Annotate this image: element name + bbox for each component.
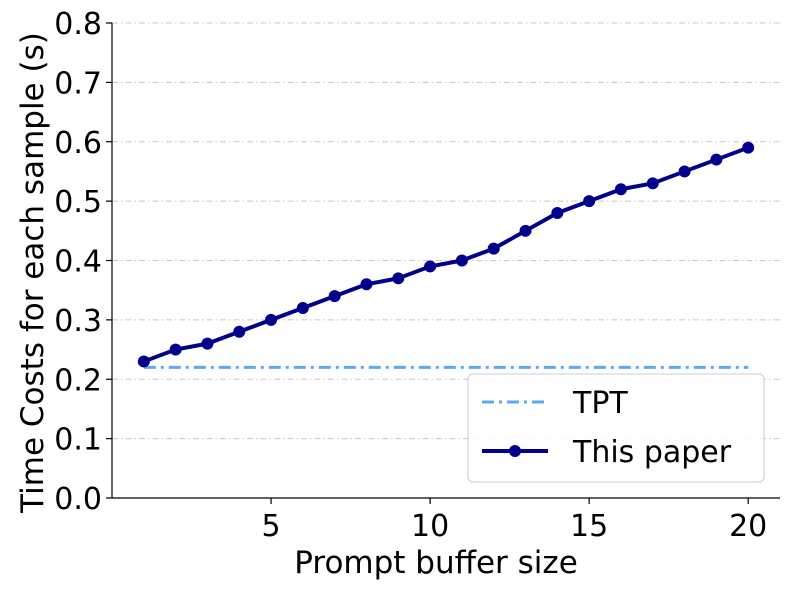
axis-ticks: 0.0 0.1 0.2 0.3 0.4 0.5 0.6 0.7 0.8 5 10 15 20 <box>54 7 767 544</box>
data-point-this-paper <box>360 278 373 291</box>
data-point-this-paper <box>233 325 246 338</box>
legend-label-this-paper: This paper <box>572 435 732 470</box>
data-point-this-paper <box>137 355 150 368</box>
data-point-this-paper <box>487 242 500 255</box>
data-point-this-paper <box>742 141 755 154</box>
y-tick-label: 0.6 <box>54 126 102 161</box>
data-point-this-paper <box>710 153 723 166</box>
x-axis-title: Prompt buffer size <box>294 545 578 581</box>
data-point-this-paper <box>392 272 405 285</box>
y-tick-label: 0.2 <box>54 363 102 398</box>
data-point-this-paper <box>296 302 309 314</box>
y-tick-label: 0.4 <box>54 245 102 280</box>
data-point-this-paper <box>551 207 564 219</box>
data-point-this-paper <box>646 177 659 190</box>
legend-label-tpt: TPT <box>572 386 628 421</box>
y-tick-label: 0.0 <box>54 482 102 517</box>
y-axis-title: Time Costs for each sample (s) <box>15 32 51 514</box>
data-point-this-paper <box>519 224 532 237</box>
x-tick-label: 5 <box>262 509 281 544</box>
y-tick-label: 0.7 <box>54 66 102 101</box>
legend: TPT This paper <box>467 373 765 483</box>
grid-lines <box>112 22 780 440</box>
y-tick-label: 0.3 <box>54 304 102 339</box>
data-point-this-paper <box>169 343 182 356</box>
data-point-this-paper <box>583 195 596 208</box>
legend-marker-this-paper <box>509 445 521 457</box>
y-tick-label: 0.5 <box>54 185 102 220</box>
y-tick-label: 0.8 <box>54 7 102 42</box>
series-layer <box>137 141 755 369</box>
x-tick-label: 20 <box>729 509 767 544</box>
y-tick-label: 0.1 <box>54 423 102 458</box>
data-point-this-paper <box>455 254 468 267</box>
data-point-this-paper <box>265 313 278 326</box>
x-tick-label: 15 <box>570 509 608 544</box>
data-point-this-paper <box>678 165 691 178</box>
data-point-this-paper <box>424 260 437 273</box>
data-point-this-paper <box>201 337 214 350</box>
data-point-this-paper <box>328 290 341 303</box>
x-tick-label: 10 <box>411 509 449 544</box>
data-point-this-paper <box>614 183 627 196</box>
